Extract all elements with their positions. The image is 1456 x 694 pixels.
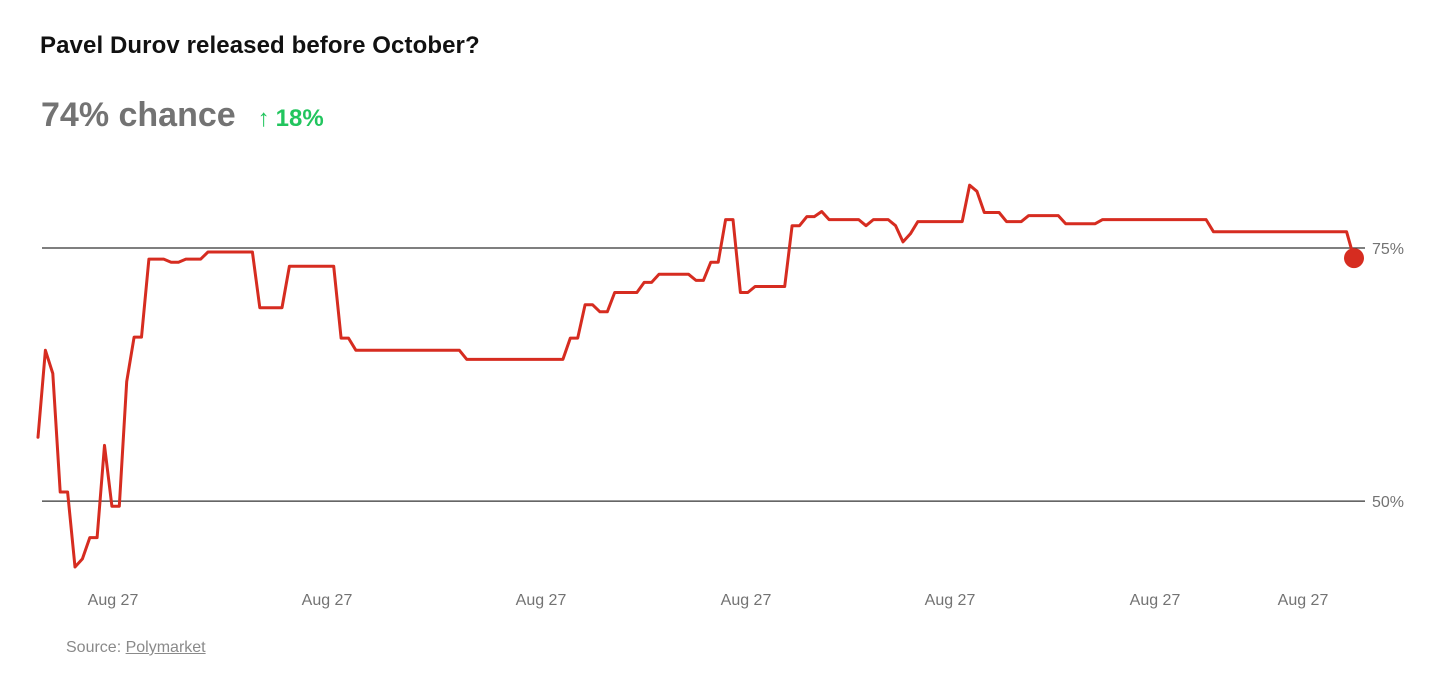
y-tick-label: 50% [1372, 494, 1404, 511]
series-line-group [36, 183, 1364, 569]
change-indicator: ↑ 18% [258, 105, 324, 133]
x-tick-label: Aug 27 [302, 592, 353, 609]
chart-title: Pavel Durov released before October? [40, 32, 480, 59]
x-tick-label: Aug 27 [1278, 592, 1329, 609]
x-tick-label: Aug 27 [925, 592, 976, 609]
change-value: 18% [275, 105, 324, 132]
current-value-marker [1344, 248, 1364, 269]
source-prefix: Source: [66, 639, 126, 656]
arrow-up-icon: ↑ [257, 105, 270, 132]
source-note: Source: Polymarket [66, 639, 206, 657]
x-tick-label: Aug 27 [88, 592, 139, 609]
probability-headline: 74% chance ↑ 18% [41, 96, 324, 135]
x-axis-ticks: Aug 27 Aug 27 Aug 27 Aug 27 Aug 27 Aug 27 Aug … [88, 592, 1329, 609]
x-tick-label: Aug 27 [516, 592, 567, 609]
y-tick-label: 75% [1372, 241, 1404, 258]
grid-lines: 50% 75% [42, 241, 1404, 511]
x-tick-label: Aug 27 [721, 592, 772, 609]
x-tick-label: Aug 27 [1130, 592, 1181, 609]
source-link[interactable]: Polymarket [125, 639, 206, 656]
current-chance: 74% chance [41, 96, 236, 134]
series-line [36, 183, 1356, 569]
